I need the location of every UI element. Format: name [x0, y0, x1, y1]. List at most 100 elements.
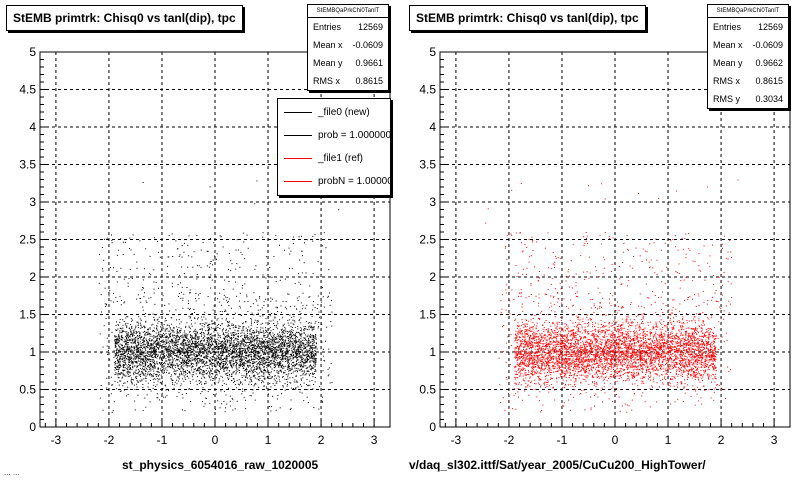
scatter-point: [270, 334, 272, 336]
scatter-point: [225, 328, 227, 330]
scatter-point: [228, 252, 230, 254]
scatter-point: [295, 352, 297, 354]
scatter-point: [137, 340, 139, 342]
scatter-point: [250, 362, 251, 364]
scatter-point: [236, 330, 238, 332]
scatter-point: [211, 323, 213, 325]
scatter-point: [135, 361, 137, 363]
scatter-point: [200, 355, 202, 357]
scatter-point: [284, 328, 286, 330]
scatter-point: [277, 362, 278, 364]
scatter-point: [154, 364, 155, 366]
scatter-point: [264, 343, 265, 345]
scatter-point: [290, 347, 292, 349]
scatter-point: [124, 367, 126, 369]
scatter-point: [143, 268, 145, 270]
scatter-point: [279, 348, 281, 350]
scatter-point: [274, 375, 276, 377]
scatter-point: [271, 336, 273, 338]
scatter-point: [276, 359, 278, 361]
scatter-point: [281, 329, 282, 331]
scatter-point: [147, 328, 149, 330]
scatter-point: [286, 343, 288, 345]
scatter-point: [145, 248, 147, 250]
scatter-point: [125, 343, 127, 345]
scatter-point: [199, 358, 201, 360]
scatter-point: [222, 376, 223, 378]
scatter-point: [182, 299, 184, 301]
scatter-point: [106, 345, 108, 347]
scatter-point: [143, 340, 145, 342]
scatter-point: [163, 356, 165, 358]
scatter-point: [231, 380, 233, 382]
scatter-point: [288, 340, 290, 342]
scatter-point: [167, 353, 169, 354]
scatter-point: [266, 352, 268, 354]
scatter-point: [153, 353, 155, 355]
scatter-point: [147, 372, 149, 374]
scatter-point: [268, 347, 270, 349]
scatter-point: [287, 362, 289, 364]
scatter-point: [204, 311, 206, 313]
scatter-point: [184, 358, 186, 360]
scatter-point: [114, 362, 116, 364]
scatter-point: [195, 351, 197, 353]
scatter-point: [289, 358, 291, 360]
scatter-point: [194, 322, 196, 324]
scatter-point: [153, 330, 155, 331]
scatter-point: [310, 337, 312, 339]
scatter-point: [311, 347, 312, 349]
scatter-point: [137, 294, 139, 296]
scatter-point: [269, 315, 271, 317]
scatter-point: [298, 364, 300, 366]
scatter-point: [245, 321, 246, 323]
scatter-point: [191, 335, 192, 337]
scatter-point: [133, 337, 135, 339]
scatter-point: [306, 354, 308, 356]
scatter-point: [129, 237, 131, 239]
scatter-point: [116, 352, 118, 354]
scatter-point: [258, 363, 260, 365]
scatter-point: [123, 374, 125, 376]
scatter-point: [179, 364, 181, 365]
scatter-point: [165, 320, 167, 322]
scatter-point: [148, 344, 149, 346]
scatter-point: [223, 367, 225, 369]
scatter-point: [307, 385, 309, 387]
scatter-point: [114, 340, 116, 342]
scatter-point: [136, 321, 138, 323]
scatter-point: [254, 352, 256, 354]
scatter-point: [250, 356, 252, 358]
scatter-point: [309, 353, 311, 355]
scatter-point: [117, 328, 119, 330]
scatter-point: [266, 386, 267, 388]
scatter-point: [310, 365, 312, 367]
scatter-point: [164, 384, 166, 386]
scatter-point: [239, 349, 241, 351]
scatter-point: [275, 326, 277, 328]
scatter-point: [310, 373, 312, 374]
scatter-point: [265, 340, 267, 342]
scatter-point: [153, 363, 155, 364]
scatter-point: [174, 374, 176, 376]
scatter-point: [263, 369, 265, 371]
scatter-point: [305, 326, 307, 328]
scatter-point: [281, 343, 283, 345]
scatter-point: [123, 330, 125, 332]
scatter-point: [185, 350, 187, 352]
scatter-point: [256, 340, 258, 342]
scatter-point: [259, 309, 261, 311]
scatter-point: [302, 343, 304, 345]
scatter-point: [176, 344, 177, 346]
scatter-point: [315, 337, 317, 339]
scatter-point: [140, 346, 142, 348]
scatter-point: [307, 329, 309, 331]
scatter-point: [235, 325, 237, 327]
scatter-point: [249, 371, 251, 373]
scatter-point: [156, 319, 158, 321]
scatter-point: [233, 340, 235, 342]
scatter-point: [266, 347, 268, 348]
scatter-point: [187, 355, 189, 357]
scatter-point: [178, 327, 180, 329]
scatter-point: [118, 340, 120, 342]
